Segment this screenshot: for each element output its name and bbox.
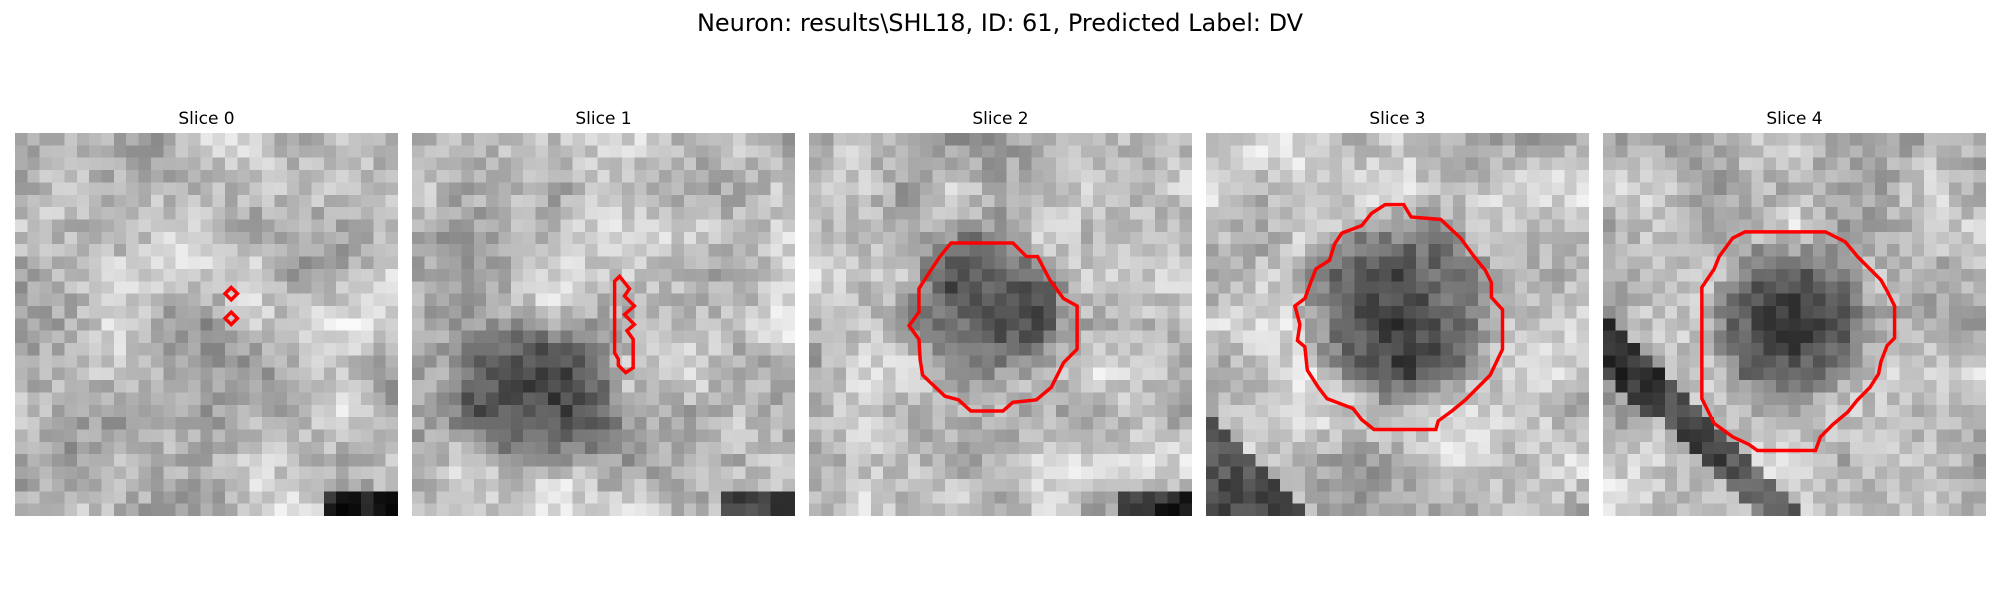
- slice-2-image: [809, 133, 1192, 516]
- panel-title-slice-3: Slice 3: [1369, 109, 1426, 129]
- slice-0-contour: [222, 284, 240, 327]
- panel-title-slice-4: Slice 4: [1766, 109, 1823, 129]
- panel-title-slice-1: Slice 1: [575, 109, 632, 129]
- slice-3-image: [1206, 133, 1589, 516]
- panel-title-slice-0: Slice 0: [178, 109, 235, 129]
- figure-title: Neuron: results\SHL18, ID: 61, Predicted…: [696, 9, 1304, 37]
- slice-1-image: [412, 133, 795, 516]
- slice-1-contour: [612, 273, 637, 375]
- slice-0-image: [15, 133, 398, 516]
- slice-2-contour: [906, 241, 1079, 413]
- contour-0-lower: [222, 309, 240, 327]
- contour-0-upper: [222, 284, 240, 303]
- slice-4-image: [1603, 133, 1986, 516]
- slice-3-contour: [1292, 202, 1505, 432]
- panel-title-slice-2: Slice 2: [972, 109, 1029, 129]
- slice-4-contour: [1700, 230, 1897, 453]
